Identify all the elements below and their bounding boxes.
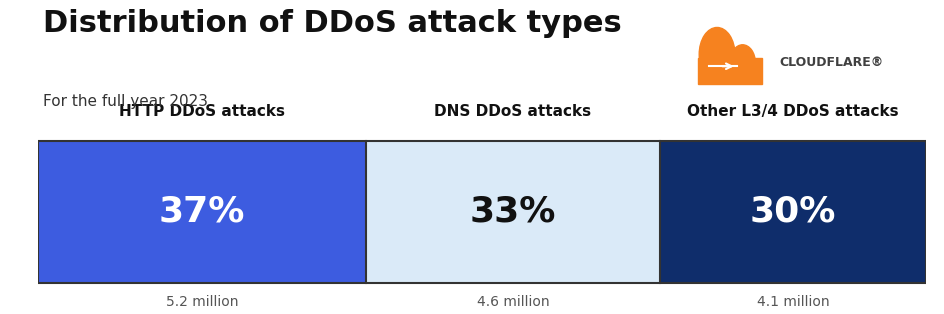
Text: 4.6 million: 4.6 million <box>476 295 548 309</box>
Text: Distribution of DDoS attack types: Distribution of DDoS attack types <box>42 9 620 38</box>
Bar <box>659 141 925 283</box>
Bar <box>366 141 659 283</box>
Text: DNS DDoS attacks: DNS DDoS attacks <box>434 104 591 119</box>
Bar <box>38 141 366 283</box>
Text: Other L3/4 DDoS attacks: Other L3/4 DDoS attacks <box>686 104 898 119</box>
Text: 37%: 37% <box>159 195 245 229</box>
Text: 5.2 million: 5.2 million <box>166 295 238 309</box>
Bar <box>698 58 761 84</box>
Ellipse shape <box>729 45 754 81</box>
Text: For the full year 2023: For the full year 2023 <box>42 94 208 109</box>
Text: 4.1 million: 4.1 million <box>756 295 828 309</box>
Text: 33%: 33% <box>469 195 556 229</box>
Text: 30%: 30% <box>749 195 835 229</box>
Bar <box>38 141 925 283</box>
Text: HTTP DDoS attacks: HTTP DDoS attacks <box>119 104 285 119</box>
Ellipse shape <box>699 28 734 81</box>
Text: CLOUDFLARE®: CLOUDFLARE® <box>779 56 883 69</box>
